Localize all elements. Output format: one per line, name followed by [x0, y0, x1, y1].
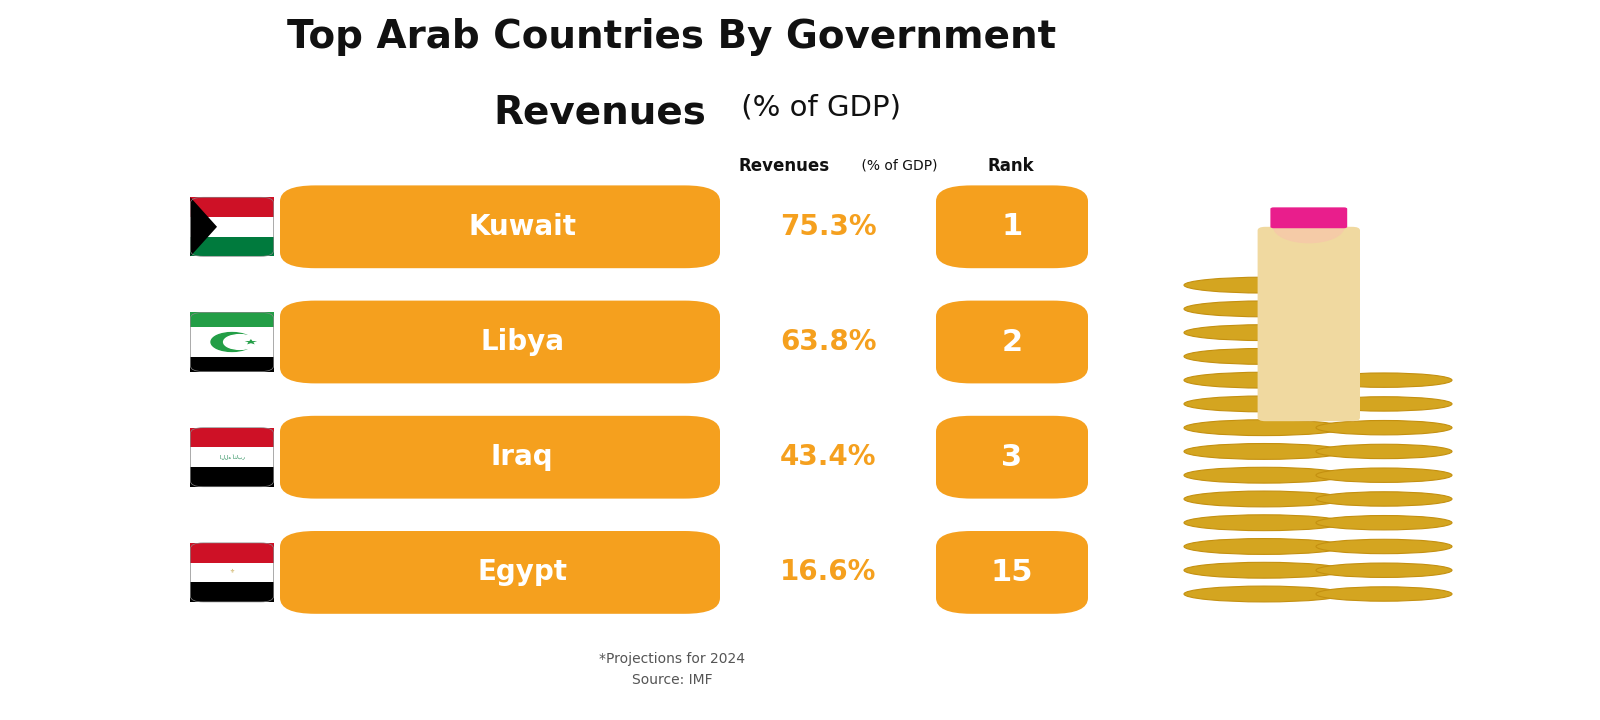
Text: 15: 15: [990, 558, 1034, 587]
Text: 43.4%: 43.4%: [779, 444, 877, 471]
Ellipse shape: [1184, 586, 1344, 602]
FancyBboxPatch shape: [936, 416, 1088, 499]
Text: 63.8%: 63.8%: [779, 328, 877, 356]
Text: 2: 2: [1002, 328, 1022, 356]
Circle shape: [224, 335, 256, 349]
Ellipse shape: [1184, 515, 1344, 531]
FancyBboxPatch shape: [190, 543, 274, 562]
Ellipse shape: [1315, 420, 1453, 435]
Ellipse shape: [1184, 396, 1344, 412]
Ellipse shape: [1184, 325, 1344, 341]
Ellipse shape: [1184, 444, 1344, 459]
FancyBboxPatch shape: [936, 186, 1088, 269]
FancyBboxPatch shape: [280, 531, 720, 613]
Ellipse shape: [1184, 491, 1344, 507]
Polygon shape: [245, 339, 258, 344]
Ellipse shape: [1315, 373, 1453, 387]
Text: Iraq: Iraq: [491, 444, 554, 471]
FancyBboxPatch shape: [190, 582, 274, 602]
Text: *Projections for 2024: *Projections for 2024: [598, 652, 746, 666]
Text: الله أكبر: الله أكبر: [219, 454, 245, 460]
FancyBboxPatch shape: [190, 467, 274, 487]
Ellipse shape: [1184, 277, 1344, 293]
Text: Egypt: Egypt: [477, 559, 566, 586]
Text: 16.6%: 16.6%: [779, 559, 877, 586]
Polygon shape: [190, 197, 218, 256]
Ellipse shape: [1184, 467, 1344, 483]
Text: (% of GDP): (% of GDP): [731, 94, 901, 122]
Text: Kuwait: Kuwait: [469, 213, 576, 240]
Ellipse shape: [1184, 348, 1344, 364]
Ellipse shape: [1315, 539, 1453, 554]
Ellipse shape: [1184, 301, 1344, 317]
FancyBboxPatch shape: [190, 312, 274, 327]
FancyBboxPatch shape: [936, 531, 1088, 613]
Circle shape: [211, 333, 253, 351]
FancyBboxPatch shape: [190, 428, 274, 447]
FancyBboxPatch shape: [190, 237, 274, 256]
Ellipse shape: [1315, 468, 1453, 482]
Text: ⚜: ⚜: [229, 569, 235, 574]
Text: Source: IMF: Source: IMF: [632, 673, 712, 688]
FancyBboxPatch shape: [190, 562, 274, 582]
Ellipse shape: [1315, 563, 1453, 577]
FancyBboxPatch shape: [190, 217, 274, 237]
Text: Libya: Libya: [480, 328, 565, 356]
FancyBboxPatch shape: [936, 301, 1088, 383]
Ellipse shape: [1315, 492, 1453, 506]
FancyBboxPatch shape: [728, 301, 928, 383]
FancyBboxPatch shape: [190, 197, 274, 217]
Ellipse shape: [1315, 444, 1453, 459]
FancyBboxPatch shape: [190, 327, 274, 356]
Text: Rank: Rank: [987, 157, 1035, 175]
Text: Top Arab Countries By Government: Top Arab Countries By Government: [288, 18, 1056, 56]
FancyBboxPatch shape: [280, 301, 720, 383]
FancyBboxPatch shape: [1270, 207, 1347, 228]
FancyBboxPatch shape: [280, 416, 720, 499]
FancyBboxPatch shape: [1258, 227, 1360, 421]
FancyBboxPatch shape: [190, 447, 274, 467]
Text: Revenues: Revenues: [493, 94, 707, 132]
Circle shape: [1274, 211, 1344, 243]
Ellipse shape: [1315, 397, 1453, 411]
FancyBboxPatch shape: [728, 531, 928, 613]
Text: 75.3%: 75.3%: [779, 213, 877, 240]
Ellipse shape: [1315, 516, 1453, 530]
Ellipse shape: [1315, 587, 1453, 601]
Ellipse shape: [1184, 539, 1344, 554]
Text: Revenues: Revenues: [739, 157, 829, 175]
Ellipse shape: [1184, 372, 1344, 388]
Ellipse shape: [1184, 420, 1344, 436]
FancyBboxPatch shape: [728, 186, 928, 269]
Ellipse shape: [1184, 562, 1344, 578]
Text: (% of GDP): (% of GDP): [858, 158, 938, 173]
Text: 1: 1: [1002, 212, 1022, 241]
FancyBboxPatch shape: [728, 416, 928, 499]
FancyBboxPatch shape: [190, 356, 274, 372]
Text: 3: 3: [1002, 443, 1022, 472]
FancyBboxPatch shape: [280, 186, 720, 269]
